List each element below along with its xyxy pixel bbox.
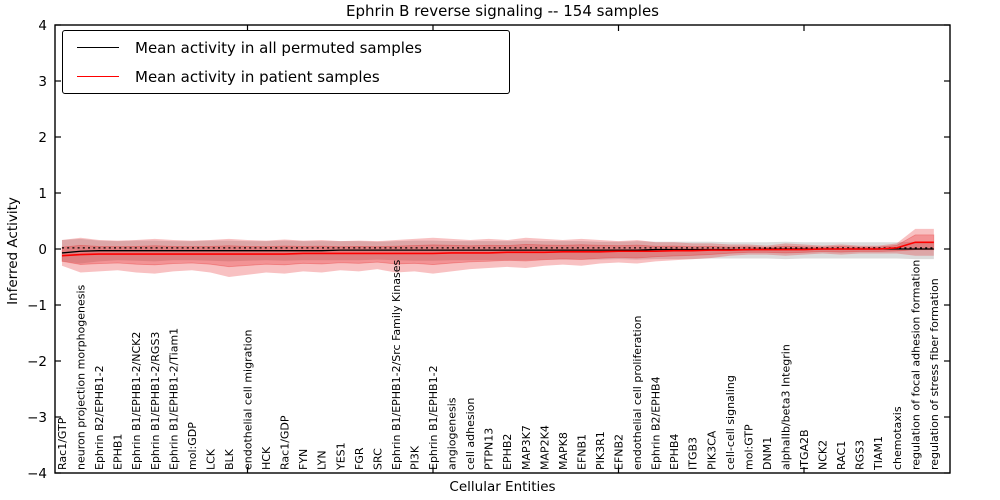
x-category-label: EPHB2	[501, 434, 514, 470]
x-category-label: Ephrin B1/EPHB1-2/RGS3	[149, 332, 162, 470]
y-tick-label: −3	[27, 410, 47, 426]
x-category-label: MAP3K7	[520, 425, 533, 470]
legend-item-permuted: Mean activity in all permuted samples	[63, 34, 509, 62]
x-category-label: EFNB1	[575, 434, 588, 470]
y-tick-label: 2	[38, 130, 47, 146]
x-category-label: PTPN13	[483, 428, 496, 470]
x-category-label: PI3K	[408, 445, 421, 470]
x-category-label: EPHB4	[668, 434, 681, 470]
x-category-label: mol:GTP	[742, 424, 755, 470]
x-category-label: Ephrin B2/EPHB1-2	[93, 365, 106, 470]
patient-band-inner	[61, 234, 935, 268]
x-category-label: PIK3R1	[594, 431, 607, 470]
x-category-label: chemotaxis	[891, 406, 904, 470]
x-category-label: Ephrin B1/EPHB1-2/NCK2	[130, 332, 143, 470]
x-category-label: cell-cell signaling	[724, 375, 737, 470]
x-category-label: Rac1/GDP	[279, 415, 292, 470]
red-line-icon	[77, 76, 119, 77]
y-tick-label: 0	[38, 242, 47, 258]
x-category-label: EPHB1	[112, 434, 125, 470]
x-category-label: neuron projection morphogenesis	[75, 284, 88, 470]
x-category-label: Ephrin B2/EPHB4	[650, 376, 663, 470]
x-category-label: DNM1	[761, 437, 774, 470]
x-category-label: alphaIIb/beta3 Integrin	[779, 344, 792, 470]
x-category-label: PIK3CA	[705, 430, 718, 470]
legend-label-permuted: Mean activity in all permuted samples	[135, 38, 422, 57]
x-category-label: FYN	[297, 449, 310, 470]
x-category-label: MAPK8	[557, 432, 570, 470]
x-category-label: endothelial cell proliferation	[631, 316, 644, 470]
x-category-label: YES1	[334, 442, 347, 471]
x-category-label: SRC	[371, 448, 384, 470]
y-tick-label: −4	[27, 466, 47, 482]
x-category-label: HCK	[260, 446, 273, 470]
x-category-label: Ephrin B1/EPHB1-2	[427, 365, 440, 470]
patient-mean-line	[61, 241, 934, 257]
x-category-label: NCK2	[817, 440, 830, 470]
x-category-label: TIAM1	[872, 436, 885, 471]
x-category-label: ITGA2B	[798, 429, 811, 470]
y-tick-label: 4	[38, 18, 47, 34]
y-tick-label: −1	[27, 298, 47, 314]
x-category-label: angiogenesis	[446, 397, 459, 470]
legend: Mean activity in all permuted samples Me…	[62, 30, 510, 94]
black-line-icon	[77, 47, 119, 48]
x-category-label: FGR	[353, 447, 366, 470]
permuted-band	[62, 238, 934, 264]
x-category-label: Ephrin B1/EPHB1-2/Tiam1	[167, 328, 180, 470]
x-category-label: LCK	[204, 448, 217, 470]
x-category-label: endothelial cell migration	[242, 330, 255, 470]
x-category-label: RAC1	[835, 441, 848, 470]
x-axis-label: Cellular Entities	[449, 479, 556, 495]
x-category-label: RGS3	[854, 440, 867, 470]
x-category-label: Rac1/GTP	[56, 417, 69, 470]
legend-item-patient: Mean activity in patient samples	[63, 63, 509, 91]
x-category-label: regulation of focal adhesion formation	[909, 260, 922, 470]
x-category-label: MAP2K4	[538, 425, 551, 470]
y-tick-label: 1	[38, 186, 47, 202]
y-tick-label: 3	[38, 74, 47, 90]
x-category-label: mol:GDP	[186, 422, 199, 470]
x-category-label: LYN	[316, 450, 329, 470]
x-category-label: EFNB2	[613, 434, 626, 470]
x-category-label: Ephrin B1/EPHB1-2/Src Family Kinases	[390, 260, 403, 470]
y-tick-label: −2	[27, 354, 47, 370]
x-category-label: BLK	[223, 448, 236, 470]
x-category-label: regulation of stress fiber formation	[928, 278, 941, 470]
legend-label-patient: Mean activity in patient samples	[135, 67, 380, 86]
x-category-label: cell adhesion	[464, 398, 477, 470]
x-category-label: ITGB3	[687, 437, 700, 470]
chart-title: Ephrin B reverse signaling -- 154 sample…	[345, 2, 659, 20]
